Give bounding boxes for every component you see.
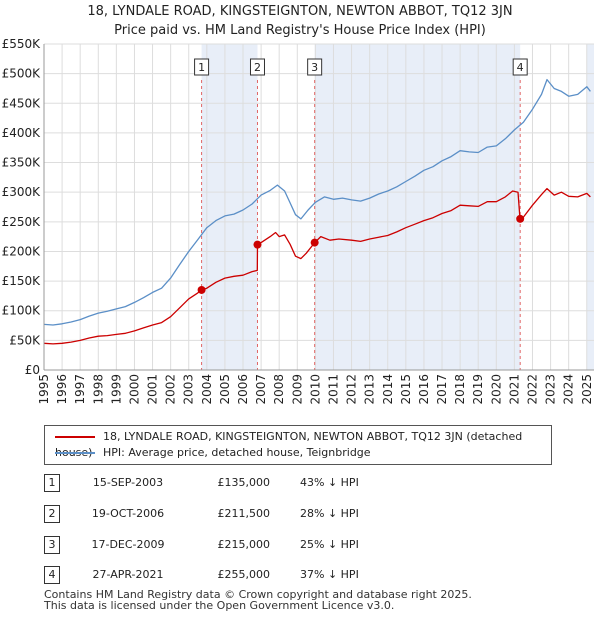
y-tick-label: £300K (2, 185, 42, 199)
sale-price: £215,000 (217, 538, 271, 551)
sale-markers: 1 2 3 4 (194, 58, 528, 370)
sale-number: 3 (44, 536, 60, 554)
shaded-period-3 (586, 44, 594, 370)
x-tick-label: 1998 (91, 374, 105, 405)
x-tick-label: 2019 (471, 374, 485, 405)
sale-date: 15-SEP-2003 (92, 476, 164, 489)
x-tick-label: 2015 (399, 374, 413, 405)
sale-points (197, 214, 525, 294)
y-tick-label: £500K (2, 67, 42, 81)
footer-licence: This data is licensed under the Open Gov… (44, 599, 395, 612)
x-tick-label: 2021 (507, 374, 521, 405)
sale-hpi-diff: 25% ↓ HPI (300, 538, 359, 551)
price-chart: 1 2 3 4 £0 £50K £100K £150K £200K £250K £300K £350… (2, 37, 594, 405)
x-tick-label: 1995 (37, 374, 51, 405)
x-tick-label: 2010 (308, 374, 322, 405)
y-tick-label: £250K (2, 215, 42, 229)
x-tick-label: 1996 (55, 374, 69, 405)
series-lines (43, 78, 591, 345)
sale-price: £255,000 (217, 568, 271, 581)
x-tick-label: 2020 (489, 374, 503, 405)
x-tick-label: 2001 (146, 374, 160, 405)
legend-property: 18, LYNDALE ROAD, KINGSTEIGNTON, NEWTON … (55, 429, 551, 459)
x-tick-label: 2018 (453, 374, 467, 405)
sale-row-3: 3 17-DEC-2009 £215,000 25% ↓ HPI (44, 536, 444, 554)
sale-marker-label-3: 3 (311, 61, 318, 74)
footer: Contains HM Land Registry data © Crown c… (44, 589, 472, 611)
y-tick-label: £50K (9, 333, 41, 347)
sale-date: 17-DEC-2009 (91, 538, 165, 551)
legend-property-swatch (55, 436, 95, 438)
sale-marker-box-2 (249, 58, 265, 76)
sale-marker-label-2: 2 (254, 61, 261, 74)
sale-point-2 (253, 240, 262, 249)
title-line-2: Price paid vs. HM Land Registry's House … (114, 23, 486, 38)
legend-hpi-label: HPI: Average price, detached house, Teig… (103, 446, 371, 459)
sale-number: 4 (44, 566, 60, 584)
legend: 18, LYNDALE ROAD, KINGSTEIGNTON, NEWTON … (44, 425, 552, 465)
sale-price: £135,000 (217, 476, 271, 489)
x-tick-label: 2013 (363, 374, 377, 405)
x-tick-label: 2000 (127, 374, 141, 405)
sale-price: £211,500 (217, 507, 271, 520)
sale-hpi-diff: 37% ↓ HPI (300, 568, 359, 581)
x-tick-label: 2002 (164, 374, 178, 405)
x-tick-label: 2011 (326, 374, 340, 405)
chart-title: 18, LYNDALE ROAD, KINGSTEIGNTON, NEWTON … (0, 2, 600, 40)
x-tick-label: 2017 (435, 374, 449, 405)
x-tick-label: 1997 (73, 374, 87, 405)
property-line (43, 187, 591, 345)
y-tick-label: £350K (2, 156, 42, 170)
shaded-period-2 (314, 44, 521, 370)
sale-number: 2 (44, 505, 60, 523)
sale-marker-box-3 (307, 58, 323, 76)
sale-point-4 (516, 214, 525, 223)
footer-copyright: Contains HM Land Registry data © Crown c… (44, 588, 472, 601)
x-tick-label: 2014 (381, 374, 395, 405)
x-tick-label: 2005 (218, 374, 232, 405)
x-tick-label: 2009 (290, 374, 304, 405)
shaded-period-1 (201, 44, 258, 370)
x-tick-label: 2006 (236, 374, 250, 405)
sale-row-1: 1 15-SEP-2003 £135,000 43% ↓ HPI (44, 474, 444, 492)
y-tick-label: £450K (2, 96, 42, 110)
y-tick-label: £0 (25, 363, 40, 377)
x-tick-label: 2004 (200, 374, 214, 405)
sale-hpi-diff: 43% ↓ HPI (300, 476, 359, 489)
sale-date: 19-OCT-2006 (91, 507, 165, 520)
x-tick-label: 2003 (182, 374, 196, 405)
sale-row-4: 4 27-APR-2021 £255,000 37% ↓ HPI (44, 566, 444, 584)
title-line-1: 18, LYNDALE ROAD, KINGSTEIGNTON, NEWTON … (87, 4, 513, 19)
sale-point-3 (310, 238, 319, 247)
x-tick-label: 1999 (109, 374, 123, 405)
x-tick-label: 2023 (544, 374, 558, 405)
shaded-periods (201, 44, 594, 370)
sale-marker-label-4: 4 (517, 61, 524, 74)
sale-marker-box-4 (512, 58, 528, 76)
y-tick-label: £550K (2, 37, 42, 51)
y-tick-label: £100K (2, 304, 42, 318)
x-tick-label: 2016 (417, 374, 431, 405)
y-tick-label: £200K (2, 244, 42, 258)
axes: £0 £50K £100K £150K £200K £250K £300K £350K £400… (2, 37, 594, 405)
sale-marker-box-1 (194, 58, 210, 76)
legend-hpi-swatch (55, 452, 95, 454)
x-tick-label: 2008 (272, 374, 286, 405)
x-tick-label: 2022 (525, 374, 539, 405)
y-tick-label: £400K (2, 126, 42, 140)
hpi-line (43, 78, 591, 326)
y-tick-label: £150K (2, 274, 42, 288)
sale-date: 27-APR-2021 (92, 568, 164, 581)
sale-row-2: 2 19-OCT-2006 £211,500 28% ↓ HPI (44, 505, 444, 523)
x-tick-label: 2025 (580, 374, 594, 405)
sale-point-1 (197, 285, 206, 294)
sale-marker-label-1: 1 (198, 61, 205, 74)
x-tick-label: 2024 (562, 374, 576, 405)
x-tick-label: 2012 (345, 374, 359, 405)
sale-number: 1 (44, 474, 60, 492)
legend-hpi: HPI: Average price, detached house, Teig… (55, 445, 371, 461)
sale-hpi-diff: 28% ↓ HPI (300, 507, 359, 520)
x-tick-label: 2007 (254, 374, 268, 405)
